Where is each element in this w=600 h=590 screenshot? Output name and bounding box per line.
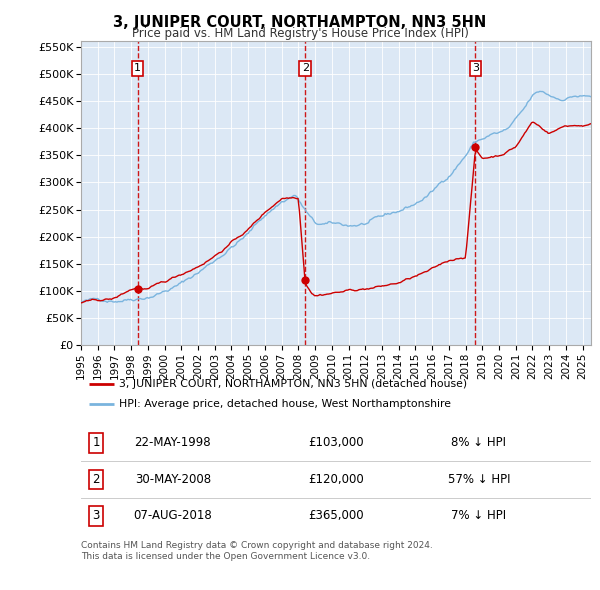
Text: 3, JUNIPER COURT, NORTHAMPTON, NN3 5HN (detached house): 3, JUNIPER COURT, NORTHAMPTON, NN3 5HN (…	[119, 379, 467, 389]
Text: 57% ↓ HPI: 57% ↓ HPI	[448, 473, 510, 486]
Text: 7% ↓ HPI: 7% ↓ HPI	[451, 509, 506, 522]
Text: 3: 3	[92, 509, 100, 522]
Text: 1: 1	[92, 437, 100, 450]
Text: HPI: Average price, detached house, West Northamptonshire: HPI: Average price, detached house, West…	[119, 399, 451, 409]
Text: 3, JUNIPER COURT, NORTHAMPTON, NN3 5HN: 3, JUNIPER COURT, NORTHAMPTON, NN3 5HN	[113, 15, 487, 30]
Text: 1: 1	[134, 64, 141, 73]
Text: Price paid vs. HM Land Registry's House Price Index (HPI): Price paid vs. HM Land Registry's House …	[131, 27, 469, 40]
Text: 8% ↓ HPI: 8% ↓ HPI	[451, 437, 506, 450]
Text: £120,000: £120,000	[308, 473, 364, 486]
Text: 3: 3	[472, 64, 479, 73]
Text: £103,000: £103,000	[308, 437, 364, 450]
Text: 22-MAY-1998: 22-MAY-1998	[134, 437, 211, 450]
Text: Contains HM Land Registry data © Crown copyright and database right 2024.: Contains HM Land Registry data © Crown c…	[81, 541, 433, 550]
Text: 30-MAY-2008: 30-MAY-2008	[135, 473, 211, 486]
Text: 2: 2	[302, 64, 309, 73]
Text: This data is licensed under the Open Government Licence v3.0.: This data is licensed under the Open Gov…	[81, 552, 370, 560]
Text: 2: 2	[92, 473, 100, 486]
Text: £365,000: £365,000	[308, 509, 364, 522]
Text: 07-AUG-2018: 07-AUG-2018	[133, 509, 212, 522]
